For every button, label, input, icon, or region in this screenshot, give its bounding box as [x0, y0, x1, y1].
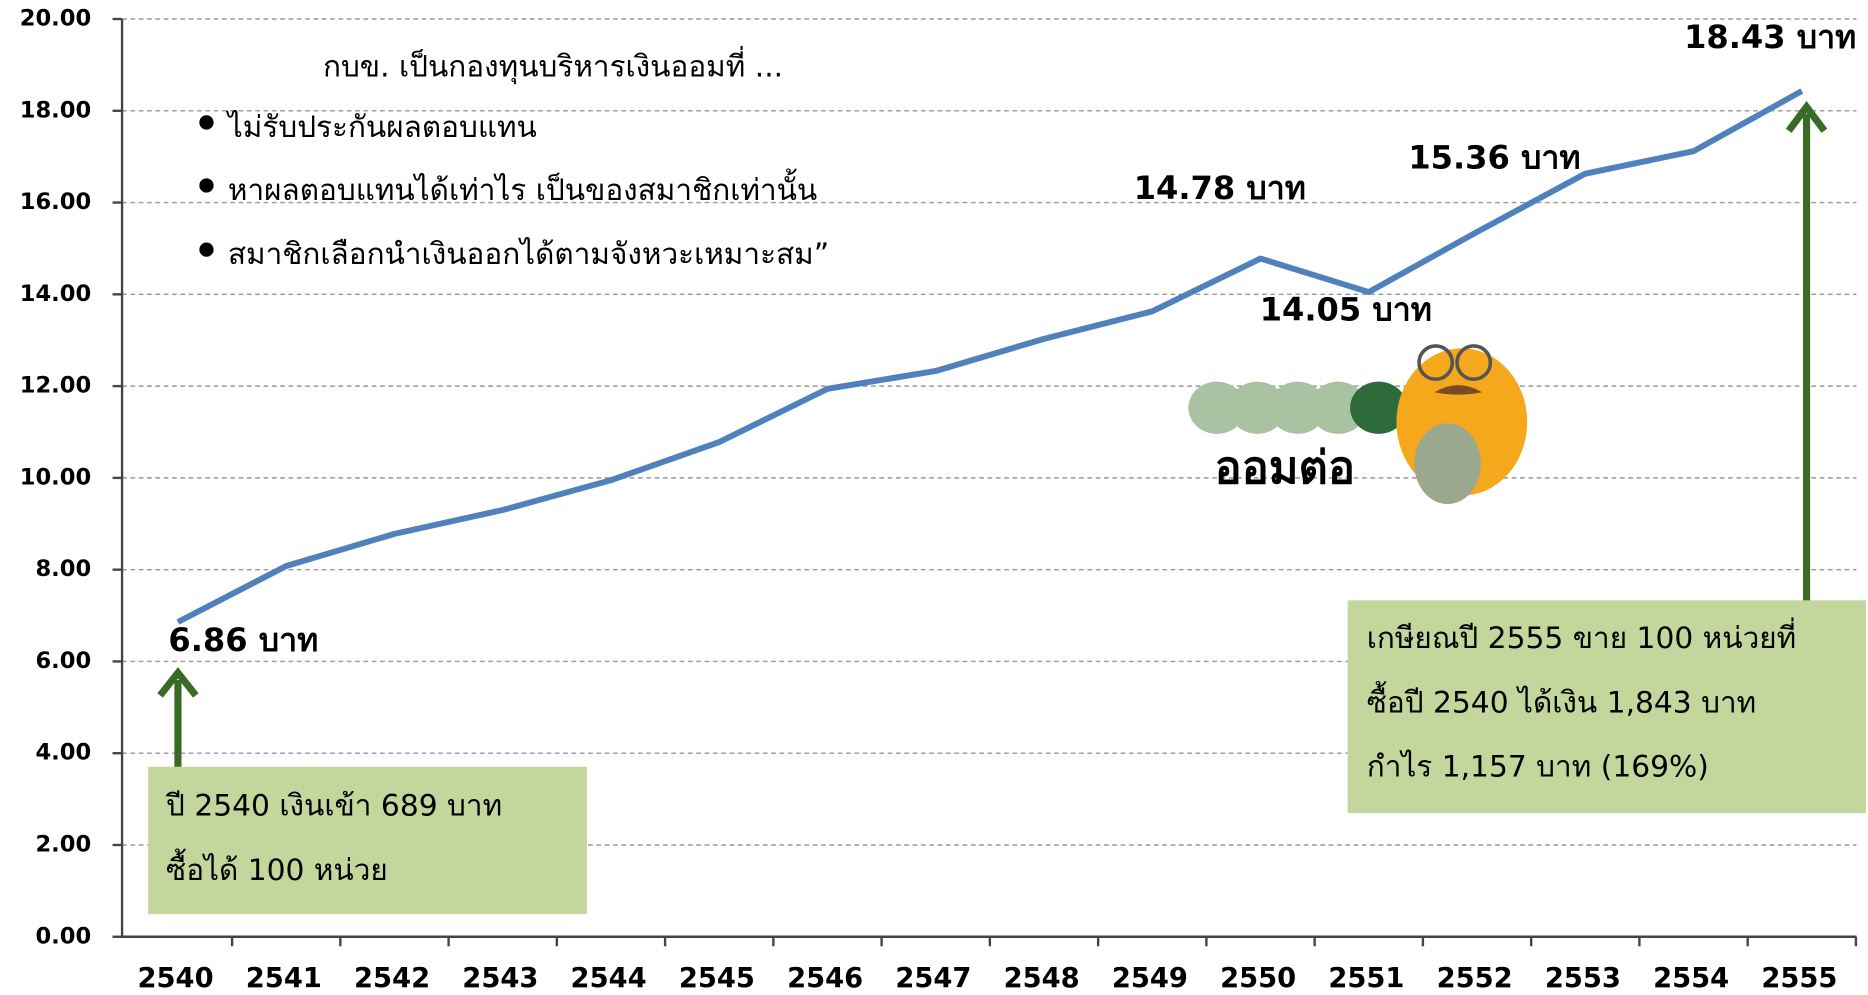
x-tick-label: 2543 [462, 963, 538, 994]
y-tick-label: 4.00 [35, 740, 91, 766]
mascot: ออมต่อ [1188, 344, 1528, 505]
x-tick-label: 2552 [1437, 963, 1513, 994]
left-box: ปี 2540 เงินเข้า 689 บาท ซื้อได้ 100 หน่… [148, 667, 587, 915]
intro-bullet: ไม่รับประกันผลตอบแทน [226, 110, 537, 145]
x-tick-label: 2546 [787, 963, 863, 994]
data-label: 15.36 บาท [1408, 138, 1580, 176]
y-tick-label: 0.00 [35, 923, 91, 949]
box-line: ปี 2540 เงินเข้า 689 บาท [165, 789, 502, 824]
x-tick-label: 2545 [679, 963, 755, 994]
y-tick-label: 2.00 [35, 831, 91, 857]
intro-bullet: สมาชิกเลือกนำเงินออกได้ตามจังหวะเหมาะสม” [228, 237, 829, 272]
arrow-head [157, 667, 199, 698]
x-tick-label: 2549 [1112, 963, 1188, 994]
series-line [176, 88, 1804, 625]
y-tick-label: 16.00 [20, 189, 91, 215]
y-tick-label: 14.00 [20, 281, 91, 307]
x-tick-label: 2541 [246, 963, 322, 994]
x-tick-label: 2540 [138, 963, 214, 994]
bullet [199, 242, 214, 257]
x-tick-label: 2553 [1545, 963, 1621, 994]
bullet [199, 178, 214, 193]
x-tick-label: 2555 [1761, 963, 1837, 994]
box-line: กำไร 1,157 บาท (169%) [1367, 749, 1709, 784]
x-tick-label: 2542 [354, 963, 430, 994]
intro-text: กบข. เป็นกองทุนบริหารเงินออมที่ ... ไม่ร… [199, 45, 829, 272]
bullet [199, 115, 214, 130]
y-tick-label: 20.00 [20, 6, 91, 32]
annotation-box [148, 766, 587, 915]
data-label: 14.78 บาท [1134, 169, 1306, 207]
x-tick-label: 2554 [1653, 963, 1729, 994]
y-tick-label: 8.00 [35, 556, 91, 582]
right-box: เกษียณปี 2555 ขาย 100 หน่วยที่ ซื้อปี 25… [1347, 101, 1866, 814]
x-tick-label: 2550 [1220, 963, 1296, 994]
box-line: ซื้อปี 2540 ได้เงิน 1,843 บาท [1367, 681, 1757, 720]
y-tick-label: 18.00 [20, 97, 91, 123]
x-tick-label: 2547 [895, 963, 971, 994]
box-line: ซื้อได้ 100 หน่วย [166, 849, 388, 888]
y-tick-label: 12.00 [20, 373, 91, 399]
y-tick-label: 6.00 [35, 648, 91, 674]
intro-title: กบข. เป็นกองทุนบริหารเงินออมที่ ... [323, 45, 783, 84]
arrow-head [1785, 101, 1828, 133]
data-label: 14.05 บาท [1260, 290, 1432, 328]
data-label: 6.86 บาท [168, 621, 318, 659]
box-line: เกษียณปี 2555 ขาย 100 หน่วยที่ [1367, 617, 1797, 656]
data-label: 18.43 บาท [1684, 18, 1856, 56]
mascot-label: ออมต่อ [1215, 441, 1355, 494]
annotation-box [1347, 600, 1866, 814]
intro-bullet: หาผลตอบแทนได้เท่าไร เป็นของสมาชิกเท่านั้… [228, 169, 817, 208]
y-tick-label: 10.00 [20, 464, 91, 490]
x-tick-label: 2551 [1328, 963, 1404, 994]
x-tick-label: 2544 [571, 963, 647, 994]
x-tick-label: 2548 [1004, 963, 1080, 994]
